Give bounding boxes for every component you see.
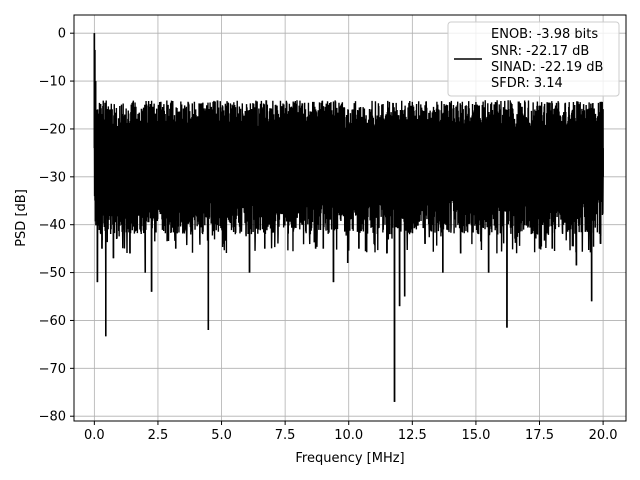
x-tick-label: 5.0 (211, 428, 232, 443)
legend-text-enob: ENOB: -3.98 bits (491, 27, 598, 42)
y-tick-label: 0 (58, 27, 66, 42)
x-tick-label: 17.5 (525, 428, 554, 443)
y-tick-label: −10 (39, 75, 66, 90)
y-tick-label: −80 (39, 410, 66, 425)
x-tick-label: 0.0 (84, 428, 105, 443)
x-tick-label: 20.0 (589, 428, 618, 443)
y-axis: 0 −10 −20 −30 −40 −50 −60 −70 −80 (39, 27, 74, 425)
y-tick-label: −20 (39, 122, 66, 137)
x-tick-label: 2.5 (148, 428, 169, 443)
x-axis-label: Frequency [MHz] (295, 451, 404, 466)
x-axis: 0.0 2.5 5.0 7.5 10.0 12.5 15.0 17.5 20.0 (84, 421, 618, 443)
y-tick-label: −60 (39, 314, 66, 329)
y-tick-label: −30 (39, 170, 66, 185)
y-tick-label: −50 (39, 266, 66, 281)
legend-text-snr: SNR: -22.17 dB (491, 44, 589, 59)
legend-text-sinad: SINAD: -22.19 dB (491, 60, 603, 75)
x-tick-label: 7.5 (275, 428, 296, 443)
legend-box (447, 21, 620, 97)
axes-frame (73, 14, 627, 422)
y-axis-label: PSD [dB] (14, 189, 29, 247)
legend: ENOB: -3.98 bits SNR: -22.17 dB SINAD: -… (447, 21, 620, 97)
y-tick-label: −70 (39, 362, 66, 377)
plot-area (93, 33, 604, 402)
y-tick-label: −40 (39, 218, 66, 233)
x-tick-label: 10.0 (334, 428, 363, 443)
x-tick-label: 15.0 (461, 428, 490, 443)
x-tick-label: 12.5 (398, 428, 427, 443)
series-group (93, 33, 604, 402)
legend-text-sfdr: SFDR: 3.14 (491, 76, 563, 91)
